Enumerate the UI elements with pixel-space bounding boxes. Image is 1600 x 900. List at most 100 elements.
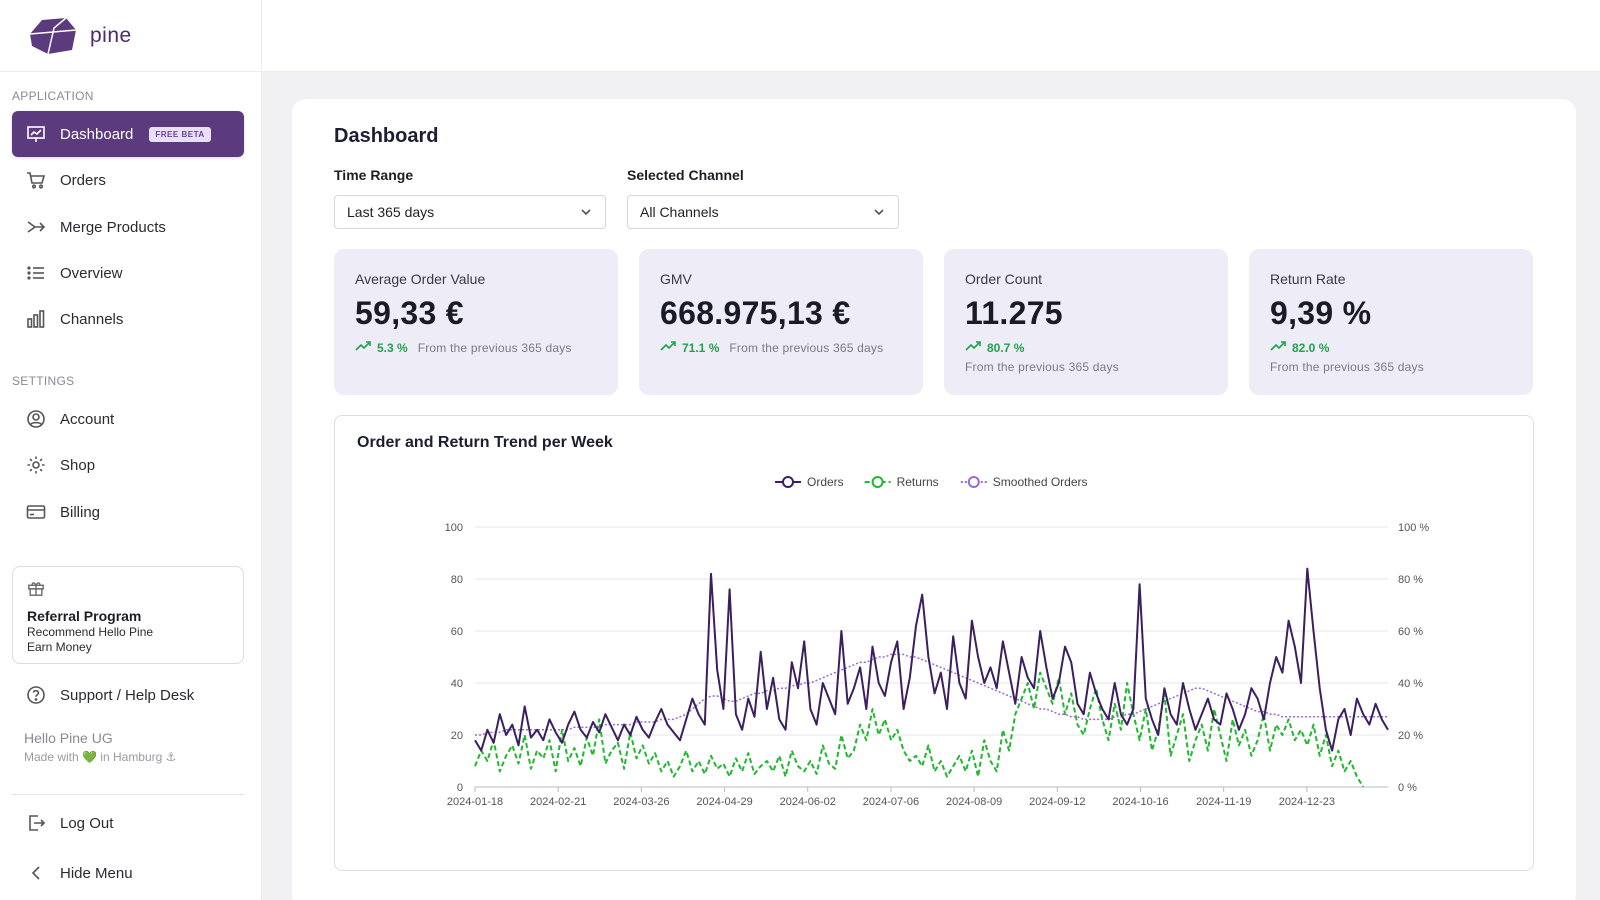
help-circle-icon (26, 685, 46, 705)
kpi-gmv: GMV 668.975,13 € 71.1 % From the previou… (639, 249, 923, 395)
sidebar-item-label: Overview (60, 264, 123, 282)
kpi-label: Order Count (965, 271, 1043, 287)
x-tick-label: 2024-01-18 (447, 796, 503, 808)
kpi-value: 59,33 € (355, 295, 464, 331)
series-line-smoothed-orders (475, 653, 1388, 736)
x-tick-label: 2024-09-12 (1029, 796, 1085, 808)
dashboard-card: Dashboard Time Range Last 365 days Selec… (292, 99, 1576, 900)
top-header-bar (262, 0, 1600, 72)
sidebar-item-label: Support / Help Desk (60, 686, 195, 704)
chart-title: Order and Return Trend per Week (357, 434, 613, 451)
chevron-down-icon (872, 205, 886, 219)
pine-logo-icon (29, 16, 77, 54)
y-tick-label-right: 80 % (1398, 574, 1423, 586)
company-info: Hello Pine UG Made with 💚 in Hamburg ⚓ (24, 730, 176, 764)
sidebar-item-label: Account (60, 410, 115, 428)
chart-plot: 0 20 40 60 80 100 0 % 20 % 40 % 60 % 80 % 100 % 2024… (445, 475, 1430, 808)
list-icon (26, 263, 46, 283)
kpi-average-order-value: Average Order Value 59,33 € 5.3 % From t… (334, 249, 618, 395)
x-tick-label: 2024-11-19 (1196, 796, 1251, 808)
hide-menu-button[interactable]: Hide Menu (12, 850, 244, 896)
selected-channel-label: Selected Channel (627, 167, 744, 183)
sidebar-item-dashboard[interactable]: Dashboard FREE BETA (12, 111, 244, 157)
cart-icon (26, 170, 46, 190)
kpi-change-percent: 82.0 % (1292, 340, 1330, 355)
chevron-left-icon (26, 863, 46, 883)
series-line-returns (474, 671, 1365, 788)
legend-swatch-marker (782, 476, 794, 488)
channel-select[interactable]: All Channels (627, 195, 899, 229)
sidebar-item-orders[interactable]: Orders (12, 157, 244, 203)
kpi-label: Average Order Value (355, 271, 486, 287)
company-name: Hello Pine UG (24, 730, 113, 746)
trend-up-icon (660, 340, 676, 355)
sidebar-item-label: Channels (60, 310, 124, 328)
kpi-change-percent: 80.7 % (987, 340, 1025, 355)
kpi-change: 82.0 % (1270, 340, 1512, 355)
sidebar-item-label: Dashboard (60, 125, 134, 143)
x-tick-label: 2024-06-02 (780, 796, 836, 808)
page-title: Dashboard (334, 125, 439, 147)
sidebar-item-channels[interactable]: Channels (12, 296, 244, 342)
legend-label: Smoothed Orders (993, 475, 1088, 489)
y-tick-label-left: 60 (451, 626, 463, 638)
legend-swatch-marker (871, 476, 884, 488)
x-tick-label: 2024-12-23 (1279, 796, 1335, 808)
sidebar-item-support[interactable]: Support / Help Desk (12, 672, 244, 718)
section-label-application: APPLICATION (12, 89, 94, 103)
order-return-trend-chart: Order and Return Trend per Week 0 20 40 60 8… (334, 415, 1534, 871)
referral-program-card[interactable]: Referral Program Recommend Hello Pine Ea… (12, 566, 244, 664)
sidebar-item-label: Shop (60, 456, 96, 474)
free-beta-badge: FREE BETA (149, 126, 211, 142)
credit-card-icon (26, 502, 46, 522)
company-tagline: Made with 💚 in Hamburg ⚓ (24, 750, 177, 764)
y-tick-label-left: 40 (451, 678, 463, 690)
x-tick-label: 2024-07-06 (863, 796, 919, 808)
kpi-value: 9,39 % (1270, 295, 1372, 331)
sidebar-item-label: Orders (60, 171, 106, 189)
referral-line-2: Earn Money (27, 640, 92, 654)
y-tick-label-right: 20 % (1398, 730, 1423, 742)
bar-chart-icon (26, 309, 46, 329)
section-label-settings: SETTINGS (12, 374, 75, 388)
logo[interactable]: pine (0, 0, 261, 72)
y-tick-label-left: 100 (445, 522, 463, 534)
gear-icon (26, 455, 46, 475)
x-tick-label: 2024-04-29 (696, 796, 752, 808)
sidebar: pine APPLICATION Dashboard FREE BETA Ord… (0, 0, 262, 900)
logout-label: Log Out (60, 814, 114, 832)
y-tick-label-left: 0 (457, 782, 463, 794)
kpi-value: 11.275 (965, 295, 1063, 331)
kpi-change-percent: 71.1 % (682, 340, 720, 355)
referral-line-1: Recommend Hello Pine (27, 625, 154, 639)
sidebar-item-merge-products[interactable]: Merge Products (12, 204, 244, 250)
trend-up-icon (1270, 340, 1286, 355)
sidebar-divider (12, 794, 244, 795)
x-tick-label: 2024-10-16 (1112, 796, 1168, 808)
time-range-select[interactable]: Last 365 days (334, 195, 606, 229)
chevron-down-icon (579, 205, 593, 219)
legend-label: Returns (897, 475, 939, 489)
legend-label: Orders (807, 475, 844, 489)
trend-up-icon (965, 340, 981, 355)
kpi-change-note: From the previous 365 days (965, 360, 1119, 374)
gift-icon (27, 579, 229, 602)
presentation-chart-icon (26, 124, 46, 144)
sidebar-item-billing[interactable]: Billing (12, 489, 244, 535)
y-tick-label-left: 20 (451, 730, 463, 742)
sidebar-item-shop[interactable]: Shop (12, 442, 244, 488)
time-range-value: Last 365 days (347, 204, 435, 220)
y-tick-label-right: 0 % (1398, 782, 1417, 794)
kpi-label: GMV (660, 271, 692, 287)
y-tick-label-right: 40 % (1398, 678, 1423, 690)
sidebar-item-overview[interactable]: Overview (12, 250, 244, 296)
logout-button[interactable]: Log Out (12, 800, 244, 846)
kpi-change-note: From the previous 365 days (729, 340, 884, 355)
series-line-orders (474, 567, 1389, 752)
sidebar-item-account[interactable]: Account (12, 396, 244, 442)
x-tick-label: 2024-03-26 (613, 796, 669, 808)
y-tick-label-left: 80 (451, 574, 463, 586)
time-range-label: Time Range (334, 167, 414, 183)
kpi-return-rate: Return Rate 9,39 % 82.0 % From the previ… (1249, 249, 1533, 395)
trend-up-icon (355, 340, 371, 355)
